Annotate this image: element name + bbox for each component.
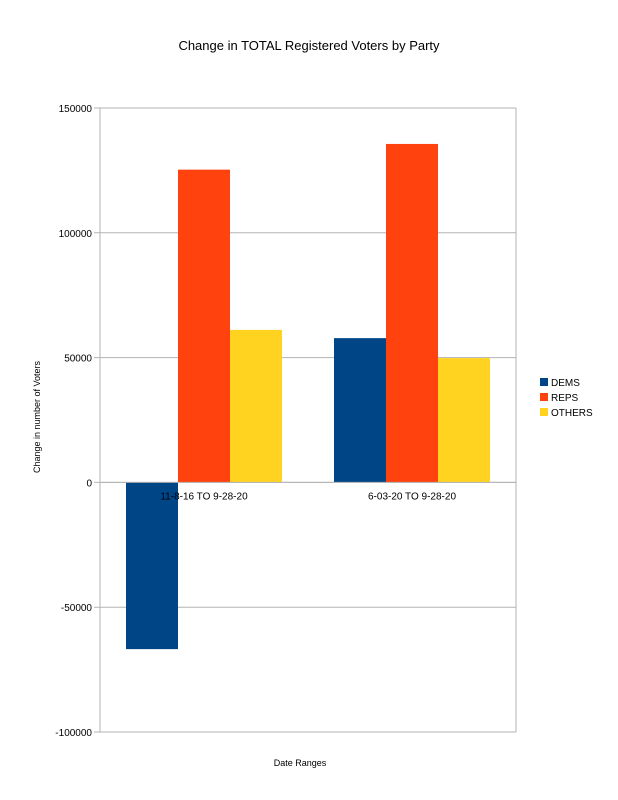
y-axis-ticks: 150000 100000 50000 0 -50000 -100000	[55, 104, 92, 739]
bar-others-2	[438, 358, 490, 483]
legend-swatch-reps	[540, 393, 548, 401]
bar-reps-1	[178, 169, 230, 483]
y-tick-label: 150000	[59, 104, 93, 115]
legend-swatch-others	[540, 408, 548, 416]
legend-label: OTHERS	[551, 408, 593, 419]
y-tick-label: 50000	[64, 354, 92, 365]
y-tick-label: 0	[86, 478, 92, 489]
bar-dems-1	[126, 482, 178, 650]
bar-others-1	[230, 329, 282, 483]
bar-dems-2	[334, 338, 386, 483]
x-category-label: 11-8-16 TO 9-28-20	[160, 491, 248, 502]
bar-reps-2	[386, 143, 438, 483]
legend-swatch-dems	[540, 378, 548, 386]
bars	[100, 143, 516, 650]
chart-title: Change in TOTAL Registered Voters by Par…	[178, 38, 440, 53]
x-axis-categories: 11-8-16 TO 9-28-20 6-03-20 TO 9-28-20	[160, 491, 456, 502]
legend-label: DEMS	[551, 378, 580, 389]
x-category-label: 6-03-20 TO 9-28-20	[368, 491, 456, 502]
y-tick-label: 100000	[59, 229, 93, 240]
y-tick-label: -50000	[61, 603, 93, 614]
y-axis-label: Change in number of Voters	[32, 360, 42, 473]
x-axis-label: Date Ranges	[274, 758, 327, 768]
y-tick-label: -100000	[55, 728, 92, 739]
legend: DEMS REPS OTHERS	[540, 378, 593, 419]
legend-label: REPS	[551, 393, 579, 404]
